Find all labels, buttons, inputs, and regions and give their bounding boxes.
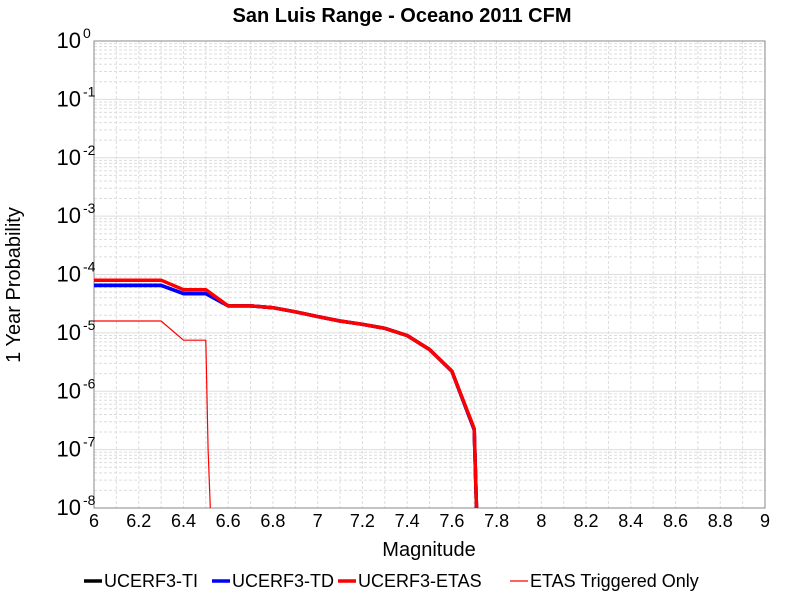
y-tick-base: 10: [57, 320, 81, 345]
y-tick-exponent: -5: [83, 317, 96, 333]
series-line-ucerf3-etas: [94, 278, 479, 509]
x-axis-label: Magnitude: [382, 539, 475, 561]
y-tick-base: 10: [57, 378, 81, 403]
y-tick-base: 10: [57, 437, 81, 462]
x-tick-label: 6.2: [126, 511, 151, 531]
y-tick-exponent: -1: [83, 83, 96, 99]
x-tick-label: 7: [313, 511, 323, 531]
legend-label: UCERF3-ETAS: [358, 571, 482, 591]
x-tick-label: 8: [536, 511, 546, 531]
y-tick-label: 10 -1: [57, 83, 96, 111]
y-tick-label: 10 -5: [57, 317, 96, 345]
x-tick-label: 7.6: [439, 511, 464, 531]
legend-item: UCERF3-ETAS: [338, 571, 482, 591]
y-tick-base: 10: [57, 145, 81, 170]
x-tick-label: 6.8: [260, 511, 285, 531]
x-tick-label: 8.8: [708, 511, 733, 531]
y-tick-base: 10: [57, 203, 81, 228]
x-axis-ticks: 6 6.2 6.4 6.6 6.8 7 7.2 7.4 7.6 7.8 8 8.2 8.4 8.6 8.8 9: [89, 511, 770, 531]
y-tick-label: 10 -7: [57, 434, 96, 462]
x-tick-label: 6.6: [216, 511, 241, 531]
plot-area-frame: [93, 40, 766, 509]
x-tick-label: 8.4: [618, 511, 643, 531]
y-tick-label: 10 0: [57, 25, 91, 53]
legend-label: UCERF3-TI: [104, 571, 198, 591]
y-tick-label: 10 -6: [57, 375, 96, 403]
x-tick-label: 7.8: [484, 511, 509, 531]
y-tick-exponent: -7: [83, 434, 96, 450]
y-tick-exponent: -4: [83, 259, 96, 275]
y-tick-exponent: 0: [83, 25, 91, 41]
x-tick-label: 7.4: [395, 511, 420, 531]
y-tick-base: 10: [57, 495, 81, 520]
legend: UCERF3-TI UCERF3-TD UCERF3-ETAS ETAS Trigge…: [84, 571, 699, 591]
y-tick-exponent: -2: [83, 142, 96, 158]
x-tick-label: 6: [89, 511, 99, 531]
chart-title: San Luis Range - Oceano 2011 CFM: [233, 5, 572, 27]
legend-label: UCERF3-TD: [232, 571, 334, 591]
legend-label: ETAS Triggered Only: [530, 571, 699, 591]
y-tick-label: 10 -2: [57, 142, 96, 170]
y-axis-label: 1 Year Probability: [3, 207, 25, 363]
series-line-etas-triggered-only: [94, 320, 211, 509]
y-tick-label: 10 -3: [57, 200, 96, 228]
grid-lines: [93, 41, 766, 509]
y-tick-label: 10 -4: [57, 259, 96, 287]
y-tick-base: 10: [57, 86, 81, 111]
x-tick-label: 7.2: [350, 511, 375, 531]
legend-item: UCERF3-TI: [84, 571, 198, 591]
x-tick-label: 6.4: [171, 511, 196, 531]
x-tick-label: 8.2: [574, 511, 599, 531]
legend-item: UCERF3-TD: [212, 571, 334, 591]
legend-item: ETAS Triggered Only: [510, 571, 699, 591]
x-tick-label: 9: [760, 511, 770, 531]
y-tick-base: 10: [57, 262, 81, 287]
series-layer: [94, 278, 479, 509]
y-tick-exponent: -3: [83, 200, 96, 216]
y-tick-label: 10 -8: [57, 492, 96, 520]
y-tick-exponent: -8: [83, 492, 96, 508]
y-tick-exponent: -6: [83, 375, 96, 391]
x-tick-label: 8.6: [663, 511, 688, 531]
y-tick-base: 10: [57, 28, 81, 53]
